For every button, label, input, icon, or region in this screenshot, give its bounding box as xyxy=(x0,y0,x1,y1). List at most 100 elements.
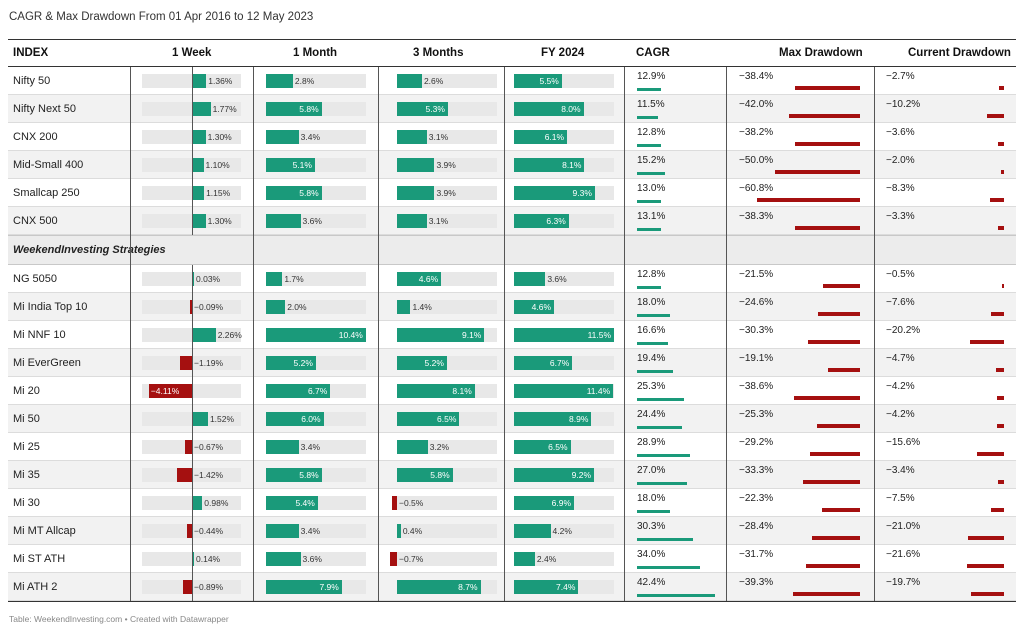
cagr-bar xyxy=(637,370,673,373)
week-value: −0.89% xyxy=(194,582,224,592)
current-drawdown-bar xyxy=(977,452,1004,456)
week-track xyxy=(142,74,241,88)
m3-value: 3.9% xyxy=(436,160,456,170)
m3-value: −0.5% xyxy=(399,498,424,508)
m3-value: 6.5% xyxy=(437,414,457,424)
current-drawdown-value: −4.7% xyxy=(886,353,915,364)
week-track xyxy=(142,102,241,116)
m3-bar xyxy=(397,524,401,538)
header-1-week[interactable]: 1 Week xyxy=(172,47,212,59)
max-drawdown-bar xyxy=(775,170,860,174)
fy-bar xyxy=(514,468,595,482)
week-value: 1.30% xyxy=(207,216,232,226)
m3-value: 5.8% xyxy=(430,470,450,480)
fy-bar xyxy=(514,412,592,426)
month-bar xyxy=(266,300,286,314)
cagr-value: 15.2% xyxy=(637,155,666,166)
current-drawdown-bar xyxy=(967,564,1004,568)
cagr-value: 13.0% xyxy=(637,183,666,194)
max-drawdown-value: −38.2% xyxy=(739,127,774,138)
fy-value: 11.5% xyxy=(587,330,612,340)
week-value: 1.30% xyxy=(207,132,232,142)
week-zero-line xyxy=(192,95,193,123)
month-track xyxy=(266,300,366,314)
fy-value: 6.5% xyxy=(548,442,568,452)
m3-bar xyxy=(397,130,427,144)
header-current-drawdown[interactable]: Current Drawdown xyxy=(908,47,1011,59)
row-name: Nifty 50 xyxy=(13,75,51,87)
week-zero-line xyxy=(192,461,193,489)
m3-bar xyxy=(397,272,442,286)
m3-value: 1.4% xyxy=(412,302,432,312)
cagr-value: 24.4% xyxy=(637,409,666,420)
max-drawdown-bar xyxy=(808,340,860,344)
month-bar xyxy=(266,384,331,398)
week-zero-line xyxy=(192,433,193,461)
cagr-bar xyxy=(637,538,694,541)
week-bar xyxy=(177,468,192,482)
cagr-bar xyxy=(637,116,659,119)
cagr-bar xyxy=(637,482,687,485)
max-drawdown-bar xyxy=(756,198,860,202)
week-zero-line xyxy=(192,293,193,321)
cagr-bar xyxy=(637,88,661,91)
table-row: Nifty 50 1.36% 2.8% 2.6% 5.5% 12.9% −38.4% −2.7… xyxy=(8,67,1016,95)
m3-value: 2.6% xyxy=(423,76,444,86)
cagr-value: 34.0% xyxy=(637,549,666,560)
week-zero-line xyxy=(192,207,193,235)
current-drawdown-value: −0.5% xyxy=(886,269,915,280)
week-bar xyxy=(192,74,207,88)
week-bar xyxy=(192,186,205,200)
m3-value: 4.6% xyxy=(418,274,439,284)
max-drawdown-bar xyxy=(794,396,860,400)
max-drawdown-bar xyxy=(788,114,860,118)
month-value: 5.4% xyxy=(295,498,315,508)
week-value: −0.67% xyxy=(194,442,224,452)
m3-value: 3.2% xyxy=(429,442,450,452)
current-drawdown-bar xyxy=(969,340,1004,344)
m3-bar xyxy=(397,412,460,426)
max-drawdown-value: −50.0% xyxy=(739,155,774,166)
fy-value: 7.4% xyxy=(556,582,576,592)
current-drawdown-value: −7.5% xyxy=(886,493,915,504)
cagr-bar xyxy=(637,342,668,345)
fy-value: 6.9% xyxy=(551,498,572,508)
current-drawdown-value: −21.0% xyxy=(886,521,921,532)
m3-value: 9.1% xyxy=(461,330,482,340)
section-header: WeekendInvesting Strategies xyxy=(8,235,1016,265)
m3-bar xyxy=(397,468,453,482)
column-divider xyxy=(378,67,379,601)
header-cagr[interactable]: CAGR xyxy=(636,47,670,59)
month-value: 7.9% xyxy=(319,582,339,592)
m3-value: 5.3% xyxy=(425,104,445,114)
column-divider xyxy=(874,67,875,601)
fy-value: 5.5% xyxy=(539,76,559,86)
cagr-value: 27.0% xyxy=(637,465,666,476)
header-index[interactable]: INDEX xyxy=(13,47,49,59)
fy-value: 2.4% xyxy=(536,554,557,564)
header-fy-2024[interactable]: FY 2024 xyxy=(541,47,585,59)
header-max-drawdown[interactable]: Max Drawdown xyxy=(779,47,863,59)
week-bar xyxy=(192,328,216,342)
header-3-months[interactable]: 3 Months xyxy=(413,47,464,59)
max-drawdown-value: −38.6% xyxy=(739,381,774,392)
max-drawdown-bar xyxy=(795,142,860,146)
header-1-month[interactable]: 1 Month xyxy=(293,47,338,59)
max-drawdown-bar xyxy=(822,508,860,512)
m3-bar xyxy=(392,496,397,510)
week-value: −4.11% xyxy=(150,386,180,396)
week-value: −0.09% xyxy=(194,302,224,312)
cagr-bar xyxy=(637,200,662,203)
week-bar xyxy=(192,412,208,426)
fy-bar xyxy=(514,186,595,200)
max-drawdown-value: −24.6% xyxy=(739,297,774,308)
fy-bar xyxy=(514,328,615,342)
current-drawdown-value: −2.0% xyxy=(886,155,915,166)
table-row: Mi 25 −0.67% 3.4% 3.2% 6.5% 28.9% −29.2% −15.6% xyxy=(8,433,1016,461)
cagr-bar xyxy=(637,314,671,317)
week-bar xyxy=(190,300,192,314)
fy-bar xyxy=(514,300,555,314)
max-drawdown-bar xyxy=(816,424,860,428)
row-name: Mi 30 xyxy=(13,497,40,509)
week-bar xyxy=(192,102,211,116)
